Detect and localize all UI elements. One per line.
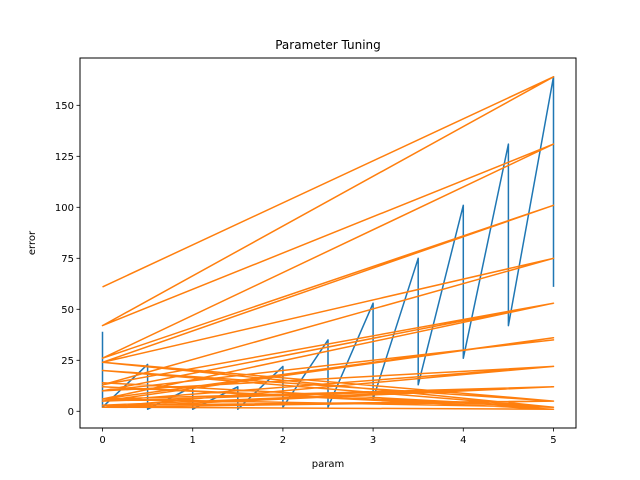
y-tick-label: 125 (55, 152, 74, 163)
x-axis: 0 1 2 3 4 5 (99, 428, 557, 446)
x-tick-label: 3 (370, 435, 376, 446)
x-tick-label: 1 (190, 435, 196, 446)
x-tick-label: 2 (280, 435, 286, 446)
x-tick-label: 5 (550, 435, 556, 446)
y-tick-label: 50 (61, 305, 74, 316)
axes-frame (79, 57, 577, 429)
x-tick-label: 4 (460, 435, 466, 446)
x-tick-label: 0 (99, 435, 105, 446)
y-tick-label: 25 (61, 356, 74, 367)
series-line-1 (101, 76, 555, 410)
y-tick-label: 75 (61, 254, 74, 265)
y-tick-label: 0 (68, 407, 74, 418)
y-axis: 0 25 50 75 100 125 150 (55, 101, 80, 418)
plot-area (101, 76, 555, 410)
series-line-2 (101, 76, 555, 410)
x-axis-label: param (312, 459, 344, 470)
chart-title: Parameter Tuning (275, 38, 381, 52)
y-axis-label: error (27, 230, 38, 255)
y-tick-label: 150 (55, 101, 74, 112)
y-tick-label: 100 (55, 203, 74, 214)
